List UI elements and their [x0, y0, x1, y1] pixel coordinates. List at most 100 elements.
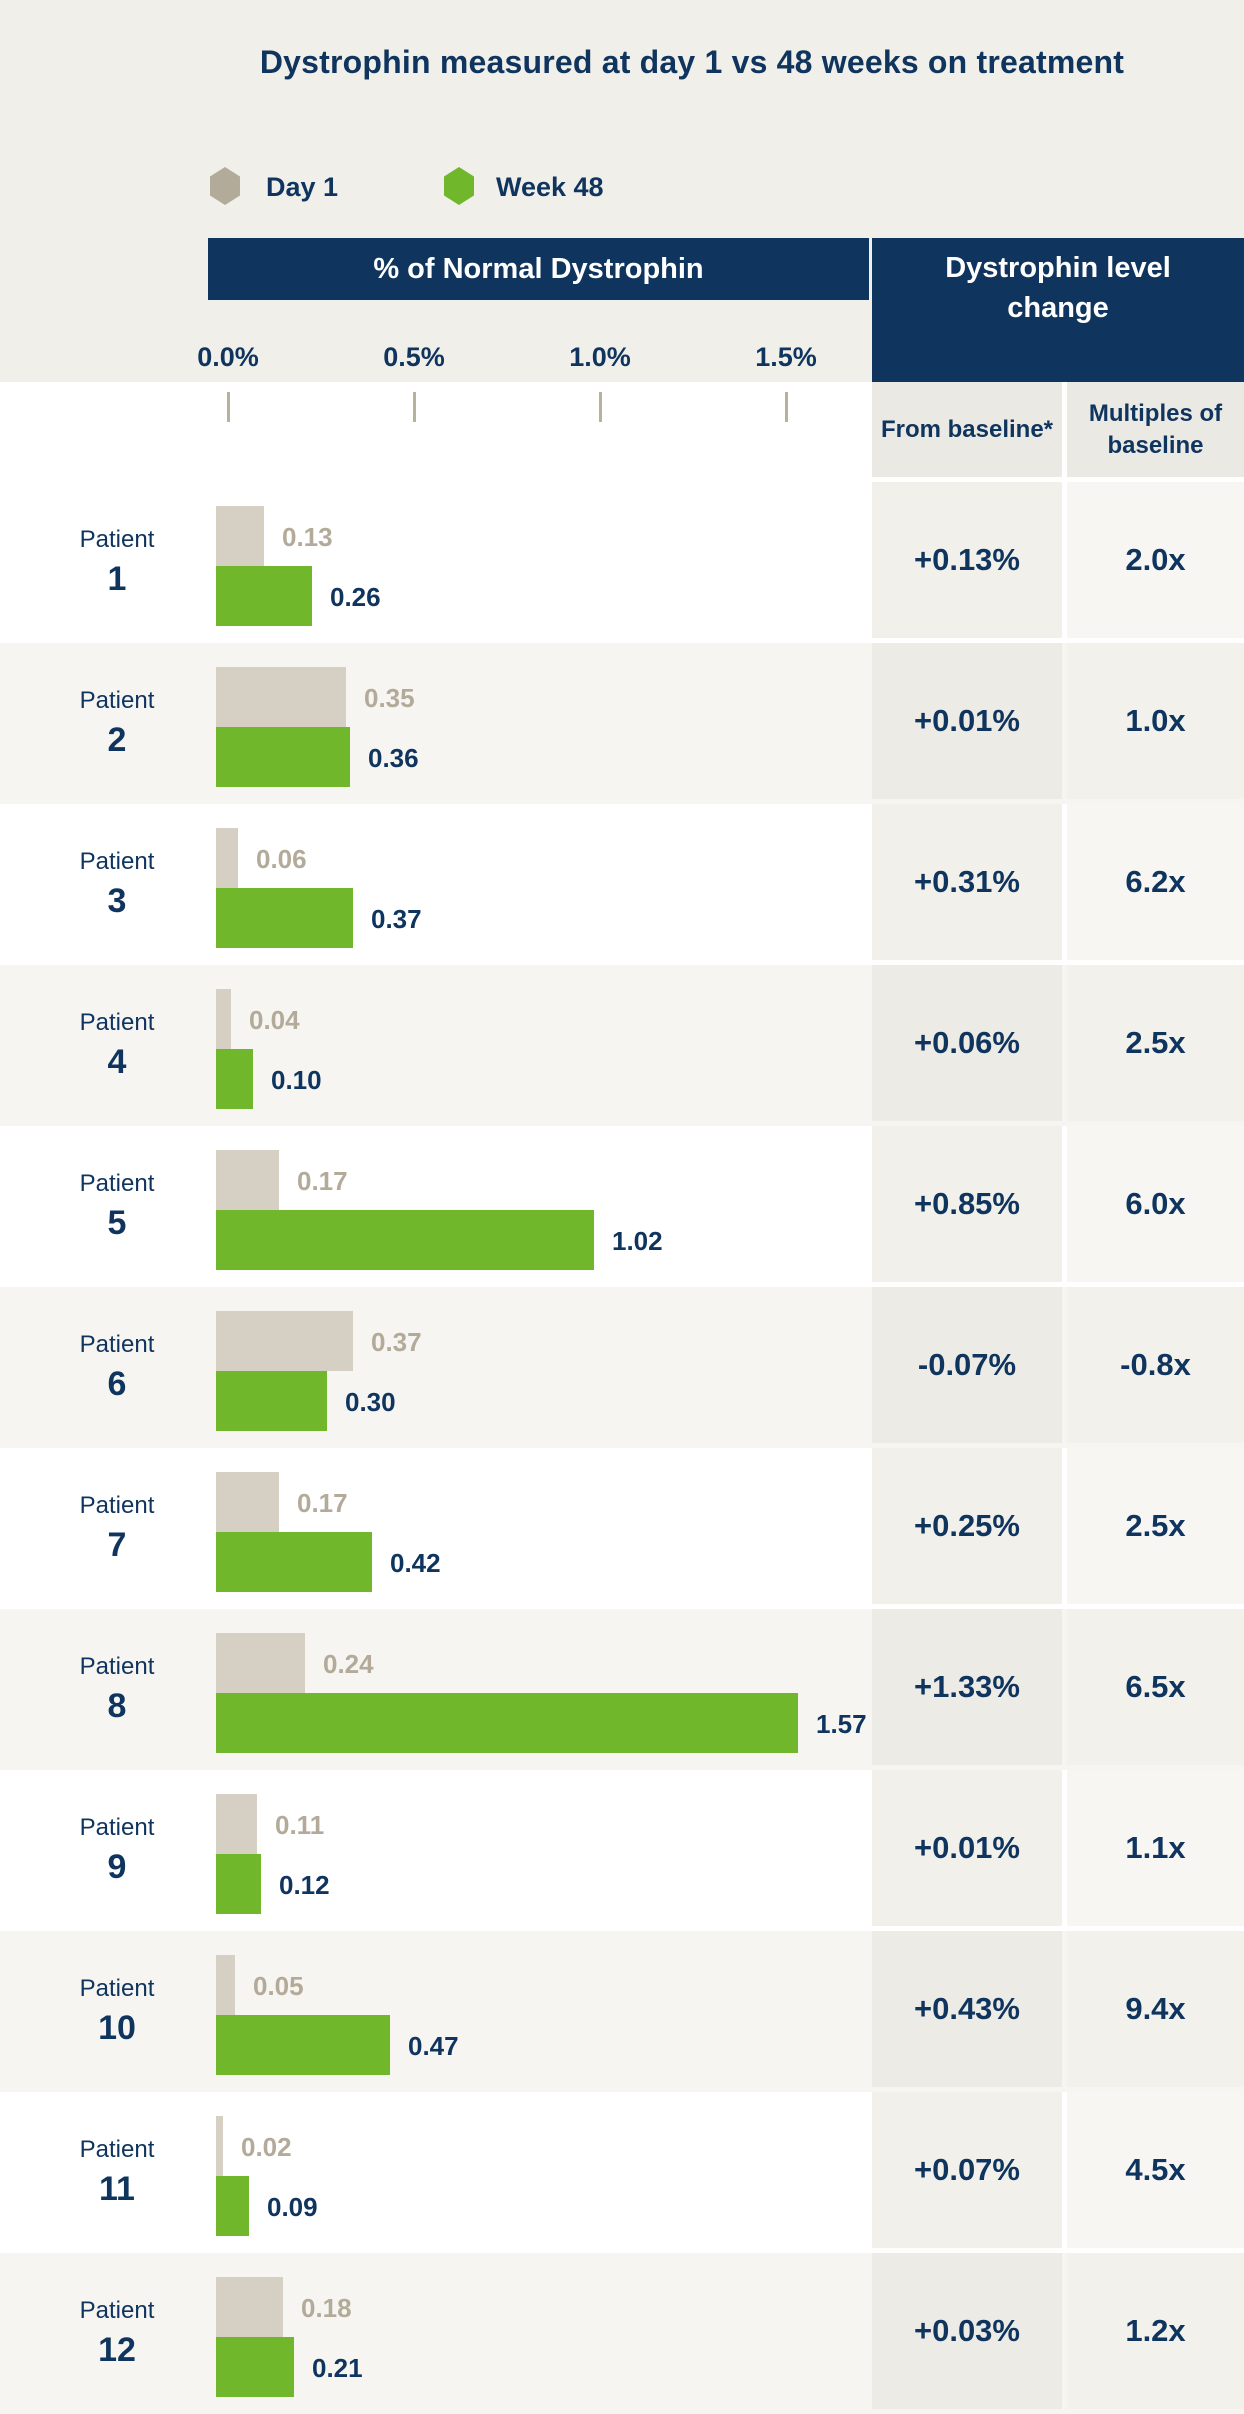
patient-number: 6 [107, 1365, 127, 1403]
week48-value: 0.30 [345, 1387, 396, 1417]
from-baseline-value: -0.07% [917, 1347, 1017, 1382]
patient-row: Patient 5 0.17 1.02 +0.85% 6.0x [0, 1126, 1244, 1287]
multiples-value: 1.2x [1125, 2313, 1186, 2348]
week48-bar [216, 1371, 327, 1431]
day1-bar [216, 1150, 279, 1210]
week48-value: 0.36 [368, 743, 419, 773]
patient-number: 2 [107, 721, 127, 759]
from-baseline-cell: +0.31% [872, 804, 1062, 960]
patient-row: Patient 6 0.37 0.30 -0.07% -0.8x [0, 1287, 1244, 1448]
from-baseline-value: +0.13% [913, 542, 1020, 577]
patient-number: 1 [107, 560, 127, 598]
multiples-cell: 9.4x [1067, 1931, 1244, 2087]
axis-tick-mark [785, 392, 788, 422]
from-baseline-value: +0.07% [913, 2152, 1020, 2187]
change-header: Dystrophin level change [872, 238, 1244, 382]
from-baseline-cell: +0.07% [872, 2092, 1062, 2248]
day1-value: 0.11 [275, 1810, 325, 1840]
week48-bar [216, 1210, 594, 1270]
patient-label: Patient 5 [47, 1168, 187, 1246]
day1-value: 0.35 [364, 683, 415, 713]
patient-word: Patient [79, 1814, 155, 1841]
patient-number: 12 [98, 2331, 136, 2369]
multiples-value: 2.0x [1125, 542, 1186, 577]
from-baseline-value: +0.25% [913, 1508, 1020, 1543]
from-baseline-cell: +0.03% [872, 2253, 1062, 2409]
patient-row: Patient 1 0.13 0.26 +0.13% 2.0x [0, 482, 1244, 643]
day1-value: 0.17 [297, 1166, 348, 1196]
week48-bar [216, 2176, 249, 2236]
page-title: Dystrophin measured at day 1 vs 48 weeks… [259, 44, 1125, 80]
day1-bar [216, 1311, 353, 1371]
day1-bar [216, 828, 238, 888]
week48-hexagon-icon [444, 167, 474, 205]
day1-value: 0.17 [297, 1488, 348, 1518]
week48-value: 0.26 [330, 582, 381, 612]
day1-bar [216, 1472, 279, 1532]
from-baseline-value: +0.06% [913, 1025, 1020, 1060]
week48-bar [216, 566, 312, 626]
week48-value: 0.47 [408, 2031, 459, 2061]
multiples-cell: 6.5x [1067, 1609, 1244, 1765]
day1-value: 0.13 [282, 522, 333, 552]
week48-bar [216, 727, 350, 787]
multiples-value: 6.2x [1125, 864, 1186, 899]
multiples-cell: 6.0x [1067, 1126, 1244, 1282]
patient-label: Patient 10 [47, 1973, 187, 2051]
week48-bar [216, 1693, 798, 1753]
from-baseline-value: +0.31% [913, 864, 1020, 899]
patient-word: Patient [79, 1975, 155, 2002]
week48-bar [216, 1532, 372, 1592]
from-baseline-cell: +0.01% [872, 643, 1062, 799]
patient-word: Patient [79, 848, 155, 875]
multiples-value: 2.5x [1125, 1025, 1186, 1060]
week48-bar [216, 888, 353, 948]
patient-row: Patient 8 0.24 1.57 +1.33% 6.5x [0, 1609, 1244, 1770]
day1-bar [216, 1633, 305, 1693]
week48-value: 0.09 [267, 2192, 318, 2222]
day1-value: 0.37 [371, 1327, 422, 1357]
day1-value: 0.05 [253, 1971, 304, 2001]
day1-bar [216, 989, 231, 1049]
day1-bar [216, 1794, 257, 1854]
patient-number: 8 [107, 1687, 127, 1725]
multiples-value: 4.5x [1125, 2152, 1186, 2187]
multiples-cell: 2.5x [1067, 1448, 1244, 1604]
patient-word: Patient [79, 2297, 155, 2324]
day1-value: 0.06 [256, 844, 307, 874]
multiples-value: 6.5x [1125, 1669, 1186, 1704]
patient-label: Patient 12 [47, 2295, 187, 2373]
patient-word: Patient [79, 1653, 155, 1680]
day1-hexagon-icon [210, 167, 240, 205]
from-baseline-value: +0.01% [913, 1830, 1020, 1865]
multiples-cell: -0.8x [1067, 1287, 1244, 1443]
column-header-from-baseline: From baseline* [872, 382, 1062, 477]
axis-tick-label: 1.0% [569, 342, 631, 372]
patient-row: Patient 12 0.18 0.21 +0.03% 1.2x [0, 2253, 1244, 2414]
from-baseline-value: +0.01% [913, 703, 1020, 738]
axis-header: % of Normal Dystrophin [208, 238, 869, 300]
from-baseline-value: +0.43% [913, 1991, 1020, 2026]
multiples-value: -0.8x [1120, 1347, 1191, 1382]
multiples-value: 1.1x [1125, 1830, 1186, 1865]
multiples-value: 1.0x [1125, 703, 1186, 738]
multiples-cell: 1.2x [1067, 2253, 1244, 2409]
patient-label: Patient 6 [47, 1329, 187, 1407]
change-header-text: Dystrophin level change [945, 252, 1171, 324]
axis-tick-mark [413, 392, 416, 422]
from-baseline-cell: +0.85% [872, 1126, 1062, 1282]
patient-label: Patient 4 [47, 1007, 187, 1085]
patient-word: Patient [79, 687, 155, 714]
day1-bar [216, 1955, 235, 2015]
from-baseline-cell: +0.43% [872, 1931, 1062, 2087]
week48-value: 1.57 [816, 1709, 867, 1739]
multiples-value: 2.5x [1125, 1508, 1186, 1543]
axis-tick-label: 0.0% [197, 342, 259, 372]
patient-number: 5 [107, 1204, 127, 1242]
axis-tick-mark [599, 392, 602, 422]
week48-value: 1.02 [612, 1226, 663, 1256]
patient-rows: Patient 1 0.13 0.26 +0.13% 2.0x Patient … [0, 482, 1244, 2414]
patient-number: 10 [98, 2009, 136, 2047]
week48-value: 0.21 [312, 2353, 363, 2383]
